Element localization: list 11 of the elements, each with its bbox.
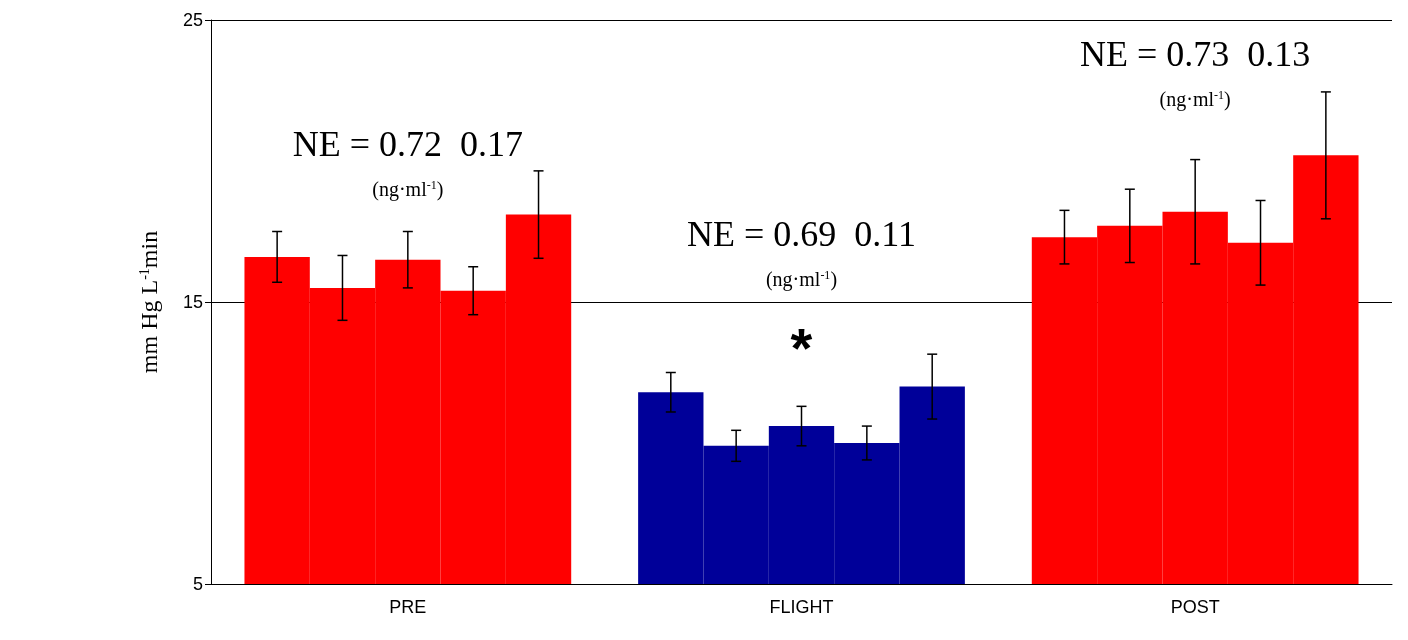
x-tick-label: PRE	[389, 597, 427, 617]
annotation: NE = 0.72 0.17	[292, 124, 523, 165]
y-tick-label: 15	[182, 292, 203, 312]
y-axis-title: mm Hg L-1min	[136, 230, 162, 374]
y-tick-label: 25	[182, 10, 203, 30]
y-tick-label: 5	[192, 574, 203, 594]
x-tick-label: FLIGHT	[769, 597, 834, 617]
annotation: NE = 0.73 0.13	[1080, 33, 1311, 74]
annotation: NE = 0.69 0.11	[687, 214, 916, 255]
x-tick-label: POST	[1170, 597, 1220, 617]
annotation: *	[790, 315, 813, 379]
